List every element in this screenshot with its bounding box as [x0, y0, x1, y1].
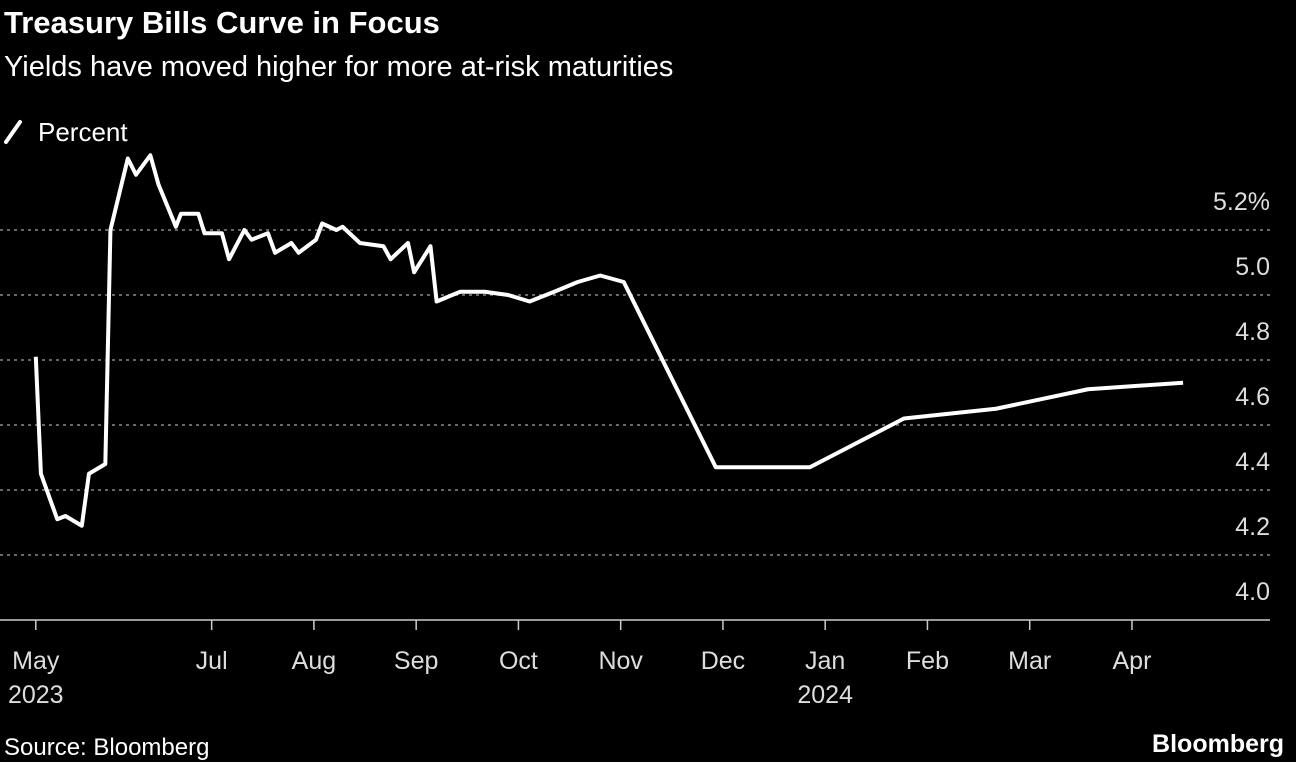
y-tick-label: 4.8 [1235, 318, 1270, 346]
x-tick-sublabel: 2024 [797, 681, 853, 709]
x-tick-label: Mar [1008, 647, 1051, 675]
chart-title: Treasury Bills Curve in Focus [4, 5, 440, 40]
y-tick-label: 4.4 [1235, 448, 1270, 476]
y-tick-label: 5.2% [1213, 188, 1270, 216]
legend-swatch [4, 120, 22, 144]
x-tick-label: Apr [1113, 647, 1152, 675]
source: Source: Bloomberg [4, 734, 209, 761]
x-tick-label: Jul [196, 647, 228, 675]
y-tick-label: 4.0 [1235, 578, 1270, 606]
x-tick-label: May [12, 647, 60, 675]
legend-label: Percent [38, 117, 128, 147]
line [33, 153, 1184, 528]
y-tick-label: 5.0 [1235, 253, 1270, 281]
y-tick-label: 4.6 [1235, 383, 1270, 411]
x-tick-label: Aug [292, 647, 336, 675]
x-tick-label: Jan [805, 647, 845, 675]
x-tick-label: Feb [906, 647, 949, 675]
brand: Bloomberg [1152, 730, 1284, 758]
x-tick-sublabel: 2023 [8, 681, 64, 709]
x-tick-label: Oct [499, 647, 538, 675]
chart-subtitle: Yields have moved higher for more at-ris… [4, 51, 673, 83]
x-tick-label: Sep [394, 647, 438, 675]
x-tick-label: Dec [701, 647, 745, 675]
y-tick-label: 4.2 [1235, 513, 1270, 541]
x-tick-label: Nov [598, 647, 643, 675]
